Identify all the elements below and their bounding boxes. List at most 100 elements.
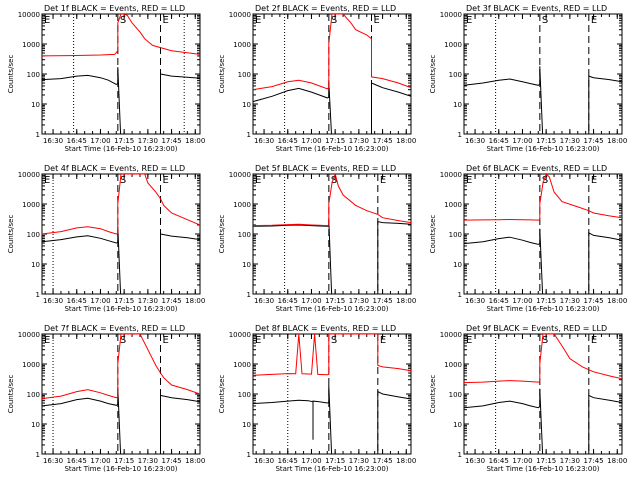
panel-1: Det 1f BLACK = Events, RED = LLD 1 10 100 10…: [7, 4, 205, 153]
y-tick-label: 100: [238, 391, 251, 399]
y-tick-label: 10000: [18, 171, 40, 179]
y-tick-label: 100: [238, 231, 251, 239]
y-tick-label: 100: [27, 391, 40, 399]
x-tick-label: 17:30: [560, 297, 580, 305]
x-tick-label: 17:30: [349, 457, 369, 465]
panel-8: Det 8f BLACK = Events, RED = LLD 1 10 100 10…: [218, 324, 416, 473]
y-tick-label: 10000: [229, 11, 251, 19]
x-tick-label: 17:45: [161, 457, 181, 465]
segment-marker-label: S: [542, 15, 548, 26]
segment-marker-label: S: [542, 335, 548, 346]
segment-marker-label: E: [466, 175, 472, 186]
panel-2: Det 2f BLACK = Events, RED = LLD 1 10 100 10…: [218, 4, 416, 153]
x-tick-label: 16:30: [43, 137, 63, 145]
x-tick-label: 17:30: [560, 457, 580, 465]
panel-9: Det 9f BLACK = Events, RED = LLD 1 10 100 10…: [429, 324, 627, 473]
series-line-events: [464, 66, 622, 134]
segment-marker-label: S: [120, 175, 126, 186]
chart-title: Det 1f BLACK = Events, RED = LLD: [44, 4, 185, 13]
segment-marker-label: E: [255, 335, 261, 346]
y-tick-label: 1000: [22, 41, 40, 49]
y-tick-label: 10000: [229, 331, 251, 339]
chart-title: Det 6f BLACK = Events, RED = LLD: [466, 164, 607, 173]
y-axis-label: Counts/sec: [218, 215, 226, 254]
x-tick-label: 17:45: [161, 137, 181, 145]
x-tick-label: 16:30: [465, 137, 485, 145]
y-tick-label: 1: [36, 451, 40, 459]
y-tick-label: 100: [27, 231, 40, 239]
segment-marker-label: E: [466, 335, 472, 346]
series-line-lld: [42, 174, 200, 235]
x-tick-label: 16:45: [489, 297, 509, 305]
panel-7: Det 7f BLACK = Events, RED = LLD 1 10 100 10…: [7, 324, 205, 473]
axes-frame: [252, 173, 412, 295]
y-tick-label: 10: [242, 421, 251, 429]
segment-marker-label: S: [331, 335, 337, 346]
x-axis-label: Start Time (16-Feb-10 16:23:00): [486, 145, 599, 153]
series-line-events: [464, 388, 622, 454]
segment-marker-label: S: [542, 175, 548, 186]
chart-title: Det 8f BLACK = Events, RED = LLD: [255, 324, 396, 333]
x-tick-label: 17:15: [114, 297, 134, 305]
y-tick-label: 10000: [229, 171, 251, 179]
x-tick-label: 18:00: [185, 457, 205, 465]
x-tick-label: 17:45: [583, 137, 603, 145]
series-line-events: [253, 81, 411, 134]
y-tick-label: 100: [449, 231, 462, 239]
segment-marker-label: E: [591, 15, 597, 26]
y-tick-label: 1000: [444, 201, 462, 209]
x-tick-label: 18:00: [607, 457, 627, 465]
x-tick-label: 16:45: [278, 297, 298, 305]
x-tick-label: 18:00: [185, 297, 205, 305]
x-axis-label: Start Time (16-Feb-10 16:23:00): [64, 465, 177, 473]
y-tick-label: 10: [31, 421, 40, 429]
y-axis-label: Counts/sec: [7, 55, 15, 94]
x-tick-label: 18:00: [396, 137, 416, 145]
segment-marker-label: E: [44, 335, 50, 346]
x-tick-label: 17:00: [512, 137, 532, 145]
x-axis-label: Start Time (16-Feb-10 16:23:00): [64, 145, 177, 153]
chart-title: Det 2f BLACK = Events, RED = LLD: [255, 4, 396, 13]
y-axis-label: Counts/sec: [218, 55, 226, 94]
y-tick-label: 1: [458, 451, 462, 459]
x-tick-label: 17:30: [349, 297, 369, 305]
axes-frame: [41, 13, 201, 135]
x-tick-label: 17:00: [90, 457, 110, 465]
axes-frame: [463, 13, 623, 135]
x-tick-label: 17:30: [138, 297, 158, 305]
x-axis-label: Start Time (16-Feb-10 16:23:00): [64, 305, 177, 313]
x-axis-label: Start Time (16-Feb-10 16:23:00): [486, 465, 599, 473]
x-tick-label: 17:45: [583, 297, 603, 305]
x-tick-label: 17:15: [536, 137, 556, 145]
segment-marker-label: E: [44, 175, 50, 186]
x-tick-label: 17:00: [301, 457, 321, 465]
y-tick-label: 1: [247, 291, 251, 299]
series-line-events: [253, 219, 411, 294]
x-tick-label: 18:00: [607, 137, 627, 145]
axes-frame: [252, 13, 412, 135]
x-tick-label: 17:30: [138, 137, 158, 145]
series-line-lld: [464, 334, 622, 384]
axes-frame: [463, 333, 623, 455]
segment-marker-label: S: [331, 15, 337, 26]
y-tick-label: 10000: [440, 171, 462, 179]
x-tick-label: 17:00: [512, 297, 532, 305]
x-tick-label: 16:30: [254, 457, 274, 465]
axes-frame: [463, 173, 623, 295]
x-axis-label: Start Time (16-Feb-10 16:23:00): [275, 145, 388, 153]
x-tick-label: 18:00: [607, 297, 627, 305]
x-tick-label: 17:45: [372, 137, 392, 145]
y-tick-label: 1: [247, 451, 251, 459]
y-tick-label: 10: [242, 261, 251, 269]
y-tick-label: 1000: [233, 41, 251, 49]
segment-marker-label: E: [374, 15, 380, 26]
y-tick-label: 1: [458, 131, 462, 139]
series-line-events: [464, 228, 622, 294]
segment-marker-label: E: [466, 15, 472, 26]
panel-4: Det 4f BLACK = Events, RED = LLD 1 10 100 10…: [7, 164, 205, 313]
x-tick-label: 17:45: [583, 457, 603, 465]
series-line-lld: [464, 174, 622, 221]
x-tick-label: 16:45: [489, 457, 509, 465]
segment-marker-label: E: [44, 15, 50, 26]
